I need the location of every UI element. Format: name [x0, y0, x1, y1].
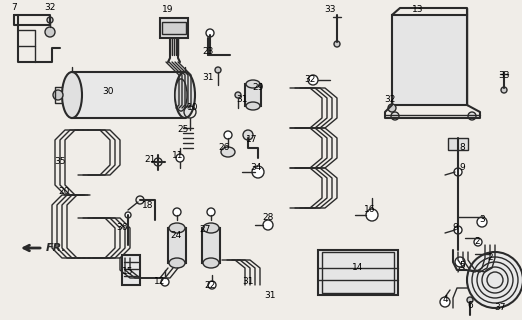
Bar	[160, 18, 188, 38]
Circle shape	[388, 104, 396, 112]
Bar	[162, 22, 186, 34]
Text: 30: 30	[102, 87, 114, 97]
Text: 32: 32	[304, 76, 316, 84]
Ellipse shape	[221, 147, 235, 157]
Ellipse shape	[203, 258, 219, 268]
Text: 3: 3	[479, 215, 485, 225]
Bar	[122, 255, 140, 285]
Circle shape	[455, 257, 465, 267]
Text: 7: 7	[11, 4, 17, 12]
Circle shape	[215, 67, 221, 73]
Circle shape	[486, 254, 494, 262]
Text: 31: 31	[236, 95, 248, 105]
Text: 6: 6	[467, 300, 473, 309]
Text: 9: 9	[459, 164, 465, 172]
Circle shape	[224, 131, 232, 139]
Text: 16: 16	[364, 205, 376, 214]
Circle shape	[467, 297, 473, 303]
Text: 25: 25	[177, 125, 188, 134]
Text: 12: 12	[155, 277, 165, 286]
Bar	[448, 138, 468, 150]
Circle shape	[477, 217, 487, 227]
Text: 32: 32	[384, 95, 396, 105]
Circle shape	[252, 166, 264, 178]
Text: 31: 31	[264, 291, 276, 300]
Text: 8: 8	[459, 143, 465, 153]
Text: 33: 33	[499, 70, 510, 79]
Circle shape	[47, 17, 53, 23]
Circle shape	[308, 75, 318, 85]
Circle shape	[366, 209, 378, 221]
Ellipse shape	[169, 223, 185, 233]
Circle shape	[173, 208, 181, 216]
Bar	[202, 228, 220, 263]
Text: 36: 36	[116, 223, 128, 233]
Bar	[392, 15, 467, 105]
Text: 24: 24	[170, 230, 182, 239]
Text: 31: 31	[202, 74, 213, 83]
Ellipse shape	[62, 72, 82, 118]
Text: 4: 4	[442, 295, 448, 305]
Bar	[245, 84, 261, 106]
Text: 10: 10	[187, 103, 199, 113]
Text: 2: 2	[487, 253, 493, 262]
Circle shape	[467, 252, 522, 308]
Text: FR.: FR.	[46, 243, 67, 253]
Text: 17: 17	[246, 135, 258, 145]
Text: 29: 29	[252, 84, 264, 92]
Ellipse shape	[175, 72, 195, 118]
Bar	[72, 72, 185, 118]
Text: 32: 32	[44, 4, 56, 12]
Circle shape	[45, 27, 55, 37]
Circle shape	[440, 297, 450, 307]
Text: 9: 9	[452, 223, 458, 233]
Circle shape	[207, 208, 215, 216]
Text: 23: 23	[203, 47, 213, 57]
Circle shape	[391, 112, 399, 120]
Text: 13: 13	[412, 5, 424, 14]
Circle shape	[501, 87, 507, 93]
Text: 11: 11	[172, 150, 184, 159]
Text: 19: 19	[162, 5, 174, 14]
Circle shape	[206, 29, 214, 37]
Text: 5: 5	[459, 260, 465, 269]
Text: 14: 14	[352, 263, 364, 273]
Ellipse shape	[175, 79, 187, 111]
Text: 26: 26	[218, 143, 230, 153]
Circle shape	[53, 90, 63, 100]
Ellipse shape	[203, 223, 219, 233]
Text: 34: 34	[251, 164, 262, 172]
Circle shape	[474, 238, 482, 246]
Ellipse shape	[169, 258, 185, 268]
Circle shape	[235, 92, 241, 98]
Circle shape	[208, 281, 216, 289]
Text: 22: 22	[205, 281, 216, 290]
Text: 31: 31	[242, 277, 254, 286]
Circle shape	[263, 220, 273, 230]
Circle shape	[161, 278, 169, 286]
Circle shape	[176, 154, 184, 162]
Text: 21: 21	[144, 156, 156, 164]
Circle shape	[468, 112, 476, 120]
Text: 28: 28	[263, 213, 274, 222]
Text: 35: 35	[54, 157, 66, 166]
Circle shape	[125, 212, 131, 218]
Text: 37: 37	[494, 303, 506, 313]
Bar	[318, 250, 398, 295]
Circle shape	[334, 41, 340, 47]
Bar	[322, 252, 394, 293]
Text: 2: 2	[474, 237, 480, 246]
Ellipse shape	[246, 102, 260, 110]
Bar	[168, 228, 186, 263]
Text: 27: 27	[199, 226, 211, 235]
Ellipse shape	[246, 80, 260, 88]
Text: 20: 20	[58, 188, 70, 196]
Circle shape	[454, 168, 462, 176]
Text: 18: 18	[143, 201, 154, 210]
Text: 15: 15	[122, 268, 134, 276]
Circle shape	[243, 130, 253, 140]
Circle shape	[454, 226, 462, 234]
Text: 33: 33	[324, 5, 336, 14]
